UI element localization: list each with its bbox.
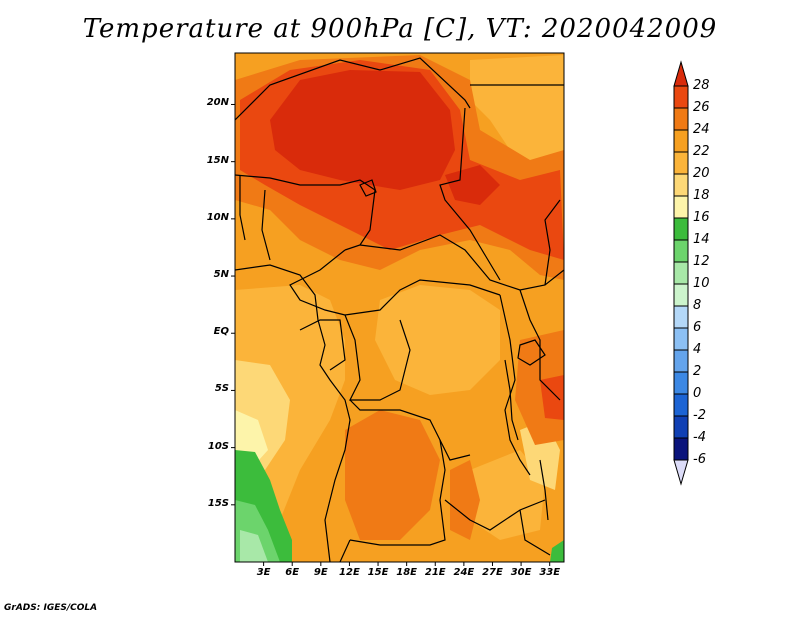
colorbar-label: 26 (693, 100, 710, 115)
colorbar-label: 0 (693, 386, 702, 401)
chart-title: Temperature at 900hPa [C], VT: 202004200… (82, 14, 718, 44)
lat-ticks (231, 103, 235, 506)
colorbar-label: 18 (693, 188, 710, 203)
map-frame (234, 52, 565, 563)
lake-chad (359, 179, 377, 197)
colorbar-label: 12 (693, 254, 710, 269)
colorbar-label: 24 (693, 122, 710, 137)
field-28-plus-north (270, 70, 455, 190)
colorbar-box (673, 371, 689, 395)
colorbar-label: 22 (693, 144, 710, 159)
colorbar-box (673, 349, 689, 373)
lon-label: 12E (339, 567, 360, 578)
colorbar-box (673, 107, 689, 131)
field-24-26-se (450, 460, 480, 540)
temperature-field (235, 53, 564, 562)
colorbar-box (673, 85, 689, 109)
lon-label: 18E (396, 567, 418, 578)
colorbar-label: 6 (693, 320, 702, 335)
border-drc-angola (349, 399, 471, 461)
field-28-plus-ne (445, 165, 500, 205)
colorbar-box (673, 327, 689, 351)
lake-tanganyika (504, 359, 519, 441)
colorbar-box (673, 305, 689, 329)
colorbar-boxes (673, 60, 689, 486)
lat-label: 20N (206, 97, 229, 109)
border-ethiopia (544, 199, 561, 286)
colorbar-box (673, 173, 689, 197)
colorbar-label: 2 (693, 364, 702, 379)
lat-label: 5N (213, 269, 229, 281)
colorbar-box (673, 261, 689, 285)
lat-label: 10S (207, 440, 229, 452)
colorbar-label: -2 (693, 408, 706, 423)
coastline-west (235, 264, 351, 562)
colorbar-label: -6 (693, 452, 706, 467)
border-namibia (339, 539, 351, 562)
colorbar-label: 14 (693, 232, 710, 247)
border-niger-chad (235, 57, 471, 121)
colorbar-label: 20 (693, 166, 710, 181)
lon-label: 3E (256, 567, 271, 578)
lat-label: 10N (206, 211, 229, 223)
field-20-22-ne (470, 55, 564, 170)
border-kenya-uganda (519, 289, 561, 401)
colorbar-label: 8 (693, 298, 702, 313)
colorbar-label: 16 (693, 210, 710, 225)
border-congo-drc (344, 314, 411, 401)
border-angola-zambia (349, 439, 446, 546)
field-14-16-se (550, 540, 564, 562)
lat-label: 5S (214, 383, 229, 395)
colorbar-label: 4 (693, 342, 702, 357)
field-20-22-south (470, 450, 545, 540)
border-nigeria-north (235, 174, 376, 191)
border-mozambique (519, 509, 551, 556)
field-20-22-central (375, 285, 500, 395)
border-cameroon (289, 249, 346, 316)
colorbar-box (673, 437, 689, 461)
border-gabon (299, 319, 346, 371)
border-chad-sudan (439, 107, 501, 281)
colorbar-box (673, 195, 689, 219)
country-borders (235, 57, 564, 562)
colorbar-box (673, 283, 689, 307)
lon-label: 30E (510, 567, 532, 578)
lon-label: 15E (367, 567, 389, 578)
colorbar-label: 10 (693, 276, 710, 291)
border-car (359, 234, 564, 291)
lon-label: 24E (453, 567, 475, 578)
lon-label: 21E (424, 567, 446, 578)
lake-malawi (539, 459, 549, 521)
lake-victoria (517, 339, 546, 366)
border-car-south (344, 279, 501, 316)
credit-label: GrADS: IGES/COLA (4, 603, 98, 613)
colorbar-box (673, 129, 689, 153)
lat-label: EQ (213, 326, 229, 338)
lat-label: 15S (207, 497, 229, 509)
border-misc-west (239, 175, 246, 241)
lon-ticks (263, 562, 551, 566)
colorbar-top-triangle (673, 60, 689, 87)
colorbar-label: 28 (693, 78, 710, 93)
colorbar-box (673, 415, 689, 439)
field-10-12-sw (240, 530, 268, 562)
colorbar-box (673, 151, 689, 175)
lat-label: 15N (206, 154, 229, 166)
colorbar-bottom-triangle (673, 459, 689, 486)
colorbar-box (673, 239, 689, 263)
border-chad-west (344, 189, 376, 251)
lon-label: 6E (285, 567, 300, 578)
border-nigeria-benin (261, 189, 271, 261)
field-24-26-south (345, 410, 440, 540)
lon-label: 9E (313, 567, 328, 578)
colorbar-box (673, 393, 689, 417)
lon-label: 27E (482, 567, 503, 578)
border-zambia (444, 499, 546, 531)
lon-label: 33E (539, 567, 561, 578)
colorbar-box (673, 217, 689, 241)
colorbar-label: -4 (693, 430, 706, 445)
border-drc-east (499, 294, 531, 476)
